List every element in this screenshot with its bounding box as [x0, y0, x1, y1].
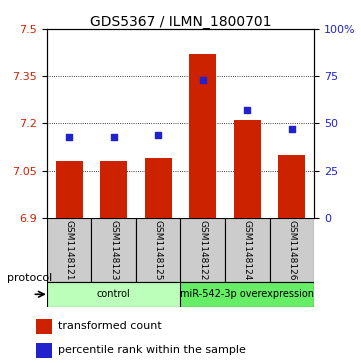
Text: GSM1148126: GSM1148126: [287, 220, 296, 280]
Bar: [47, 282, 180, 307]
Text: GSM1148124: GSM1148124: [243, 220, 252, 280]
Bar: [136, 218, 180, 282]
Bar: [47, 218, 91, 282]
Bar: [56, 161, 83, 218]
Point: [200, 77, 206, 83]
Text: control: control: [97, 289, 131, 299]
Bar: [100, 161, 127, 218]
Text: GSM1148123: GSM1148123: [109, 220, 118, 280]
Point: [244, 107, 250, 113]
Bar: [180, 282, 314, 307]
Bar: [270, 218, 314, 282]
Bar: [225, 218, 270, 282]
Text: percentile rank within the sample: percentile rank within the sample: [58, 345, 245, 355]
Point: [66, 134, 72, 139]
Bar: [145, 158, 171, 218]
Point: [289, 126, 295, 132]
Point: [155, 132, 161, 138]
Bar: [234, 120, 261, 218]
Text: GSM1148122: GSM1148122: [198, 220, 207, 280]
Text: GSM1148121: GSM1148121: [65, 220, 74, 280]
Text: protocol: protocol: [7, 273, 52, 283]
Bar: [190, 54, 216, 218]
Text: transformed count: transformed count: [58, 322, 161, 331]
Text: miR-542-3p overexpression: miR-542-3p overexpression: [180, 289, 314, 299]
Bar: [278, 155, 305, 218]
Bar: [91, 218, 136, 282]
Bar: [36, 319, 52, 334]
Bar: [36, 343, 52, 358]
Bar: [180, 218, 225, 282]
Text: GSM1148125: GSM1148125: [154, 220, 163, 280]
Point: [111, 134, 117, 139]
Text: GDS5367 / ILMN_1800701: GDS5367 / ILMN_1800701: [90, 15, 271, 29]
